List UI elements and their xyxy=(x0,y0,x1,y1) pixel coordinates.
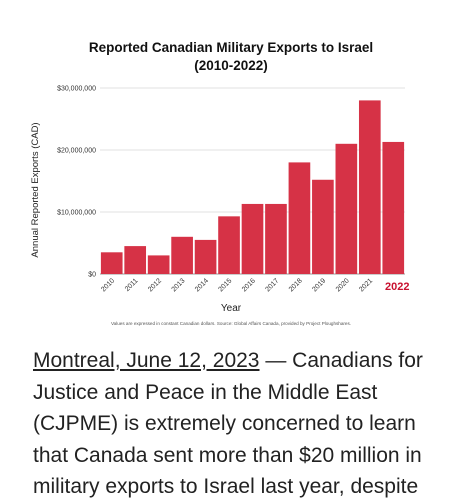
y-tick-label: $20,000,000 xyxy=(57,148,96,155)
bar-2015 xyxy=(218,216,240,274)
bar-2014 xyxy=(194,239,217,274)
chart-footnote: Values are expressed in constant Canadia… xyxy=(111,321,351,326)
chart: Reported Canadian Military Exports to Is… xyxy=(30,40,410,326)
x-tick-label: 2018 xyxy=(288,277,304,293)
bar-2020 xyxy=(335,143,358,274)
x-tick-label: 2014 xyxy=(194,277,210,293)
x-tick-label-highlight: 2022 xyxy=(385,281,409,293)
bar-2011 xyxy=(124,246,147,274)
x-tick-label: 2013 xyxy=(171,277,187,293)
bar-2012 xyxy=(147,255,170,274)
bar-2019 xyxy=(312,179,334,274)
bar-2013 xyxy=(171,236,193,274)
y-tick-label: $30,000,000 xyxy=(57,86,96,93)
x-tick-label: 2011 xyxy=(124,277,140,293)
bar-2010 xyxy=(100,252,123,274)
y-axis-label: Annual Reported Exports (CAD) xyxy=(30,122,41,257)
article-body: — Canadians for Justice and Peace in the… xyxy=(33,349,423,498)
x-tick-label: 2017 xyxy=(264,277,280,293)
x-tick-label: 2016 xyxy=(241,277,257,293)
bar-2016 xyxy=(241,203,264,274)
x-tick-label: 2019 xyxy=(311,277,327,293)
bars-layer xyxy=(100,100,405,275)
y-tick-label: $0 xyxy=(88,272,96,279)
x-tick-label: 2021 xyxy=(358,277,374,293)
article-text: Montreal, June 12, 2023 — Canadians for … xyxy=(33,345,453,503)
bar-2022 xyxy=(382,141,405,274)
bar-2018 xyxy=(288,162,311,274)
chart-subtitle: (2010-2022) xyxy=(194,58,268,73)
bar-2017 xyxy=(265,203,287,274)
x-tick-label: 2012 xyxy=(147,277,163,293)
x-tick-label: 2015 xyxy=(217,277,233,293)
x-tick-label: 2020 xyxy=(335,277,351,293)
x-tick-label: 2010 xyxy=(100,277,116,293)
x-axis-label: Year xyxy=(221,303,242,314)
chart-title: Reported Canadian Military Exports to Is… xyxy=(89,40,373,55)
y-tick-label: $10,000,000 xyxy=(57,210,96,217)
article-dateline[interactable]: Montreal, June 12, 2023 xyxy=(33,349,260,372)
bar-2021 xyxy=(358,100,381,275)
